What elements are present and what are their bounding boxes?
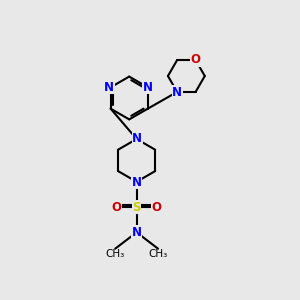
Text: O: O [112, 201, 122, 214]
Text: CH₃: CH₃ [148, 249, 168, 259]
Text: N: N [172, 86, 182, 99]
Text: O: O [152, 201, 161, 214]
Text: N: N [132, 132, 142, 145]
Text: N: N [104, 81, 114, 94]
Text: N: N [143, 81, 153, 94]
Text: S: S [132, 201, 141, 214]
Text: CH₃: CH₃ [106, 249, 125, 259]
Text: O: O [190, 53, 201, 66]
Text: N: N [132, 226, 142, 239]
Text: N: N [132, 176, 142, 189]
